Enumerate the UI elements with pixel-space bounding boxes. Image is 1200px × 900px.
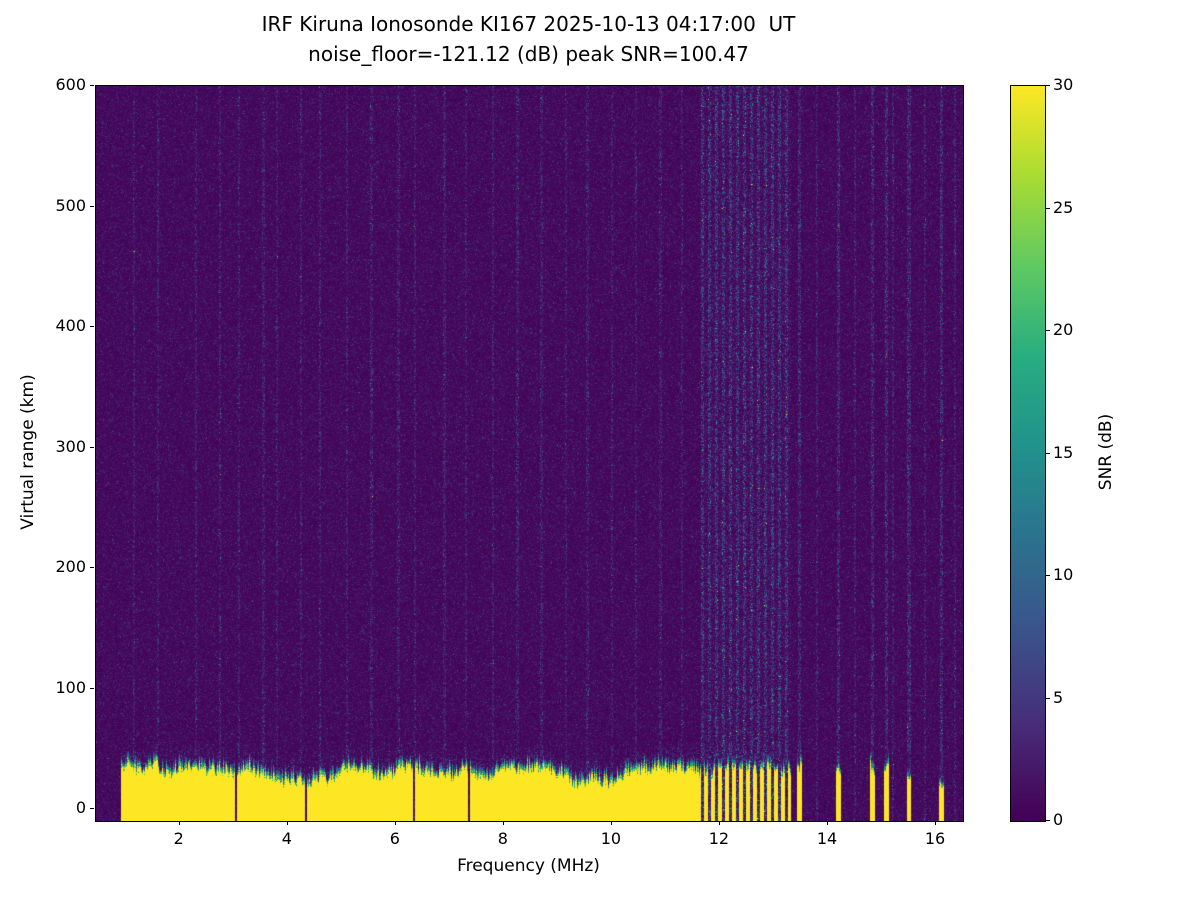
x-tick-label: 4 — [281, 829, 292, 848]
y-tick-mark — [90, 85, 94, 86]
ionogram-plot-area — [95, 85, 964, 822]
y-tick-label: 100 — [55, 677, 86, 697]
y-tick-mark — [90, 326, 94, 327]
x-tick-mark — [935, 821, 936, 825]
y-tick-label: 600 — [55, 75, 86, 94]
y-tick-label: 300 — [55, 436, 86, 456]
x-tick-mark — [394, 821, 396, 825]
colorbar — [1010, 85, 1046, 822]
colorbar-tick-label: 15 — [1053, 442, 1074, 462]
colorbar-tick-label: 30 — [1053, 75, 1074, 94]
y-tick-label: 200 — [55, 557, 86, 576]
ionogram-heatmap-canvas — [96, 86, 963, 821]
y-tick-mark — [90, 808, 94, 809]
colorbar-tick-mark — [1046, 452, 1050, 454]
x-tick-label: 6 — [389, 829, 400, 848]
y-tick-mark — [90, 205, 94, 207]
colorbar-gradient-canvas — [1011, 86, 1045, 821]
x-tick-mark — [178, 821, 180, 825]
y-axis-label: Virtual range (km) — [18, 374, 38, 530]
y-tick-mark — [90, 446, 94, 448]
x-tick-label: 12 — [708, 829, 730, 848]
colorbar-tick-mark — [1046, 575, 1050, 576]
colorbar-tick-label: 0 — [1053, 810, 1064, 829]
chart-subtitle: noise_floor=-121.12 (dB) peak SNR=100.47 — [308, 42, 749, 66]
chart-title: IRF Kiruna Ionosonde KI167 2025-10-13 04… — [261, 12, 796, 36]
x-tick-mark — [610, 821, 612, 825]
x-tick-label: 2 — [173, 829, 184, 848]
x-tick-mark — [827, 821, 828, 825]
y-tick-label: 0 — [75, 798, 86, 817]
colorbar-tick-label: 25 — [1053, 197, 1074, 217]
y-tick-mark — [90, 567, 94, 568]
y-tick-mark — [90, 687, 94, 689]
colorbar-tick-label: 10 — [1053, 565, 1074, 584]
y-tick-label: 400 — [55, 316, 86, 335]
colorbar-tick-mark — [1046, 207, 1050, 209]
x-tick-mark — [718, 821, 720, 825]
x-tick-label: 10 — [600, 829, 622, 848]
colorbar-tick-mark — [1046, 820, 1050, 821]
x-tick-label: 16 — [924, 829, 946, 848]
colorbar-axis-label: SNR (dB) — [1096, 413, 1116, 491]
colorbar-tick-mark — [1046, 330, 1050, 331]
x-tick-label: 8 — [497, 829, 508, 848]
colorbar-tick-label: 5 — [1053, 687, 1064, 707]
colorbar-tick-mark — [1046, 697, 1050, 699]
colorbar-tick-mark — [1046, 85, 1050, 86]
x-tick-mark — [286, 821, 288, 825]
x-axis-label: Frequency (MHz) — [457, 856, 600, 876]
colorbar-tick-label: 20 — [1053, 320, 1074, 339]
x-tick-label: 14 — [816, 829, 838, 848]
x-tick-mark — [502, 821, 504, 825]
y-tick-label: 500 — [55, 195, 86, 215]
